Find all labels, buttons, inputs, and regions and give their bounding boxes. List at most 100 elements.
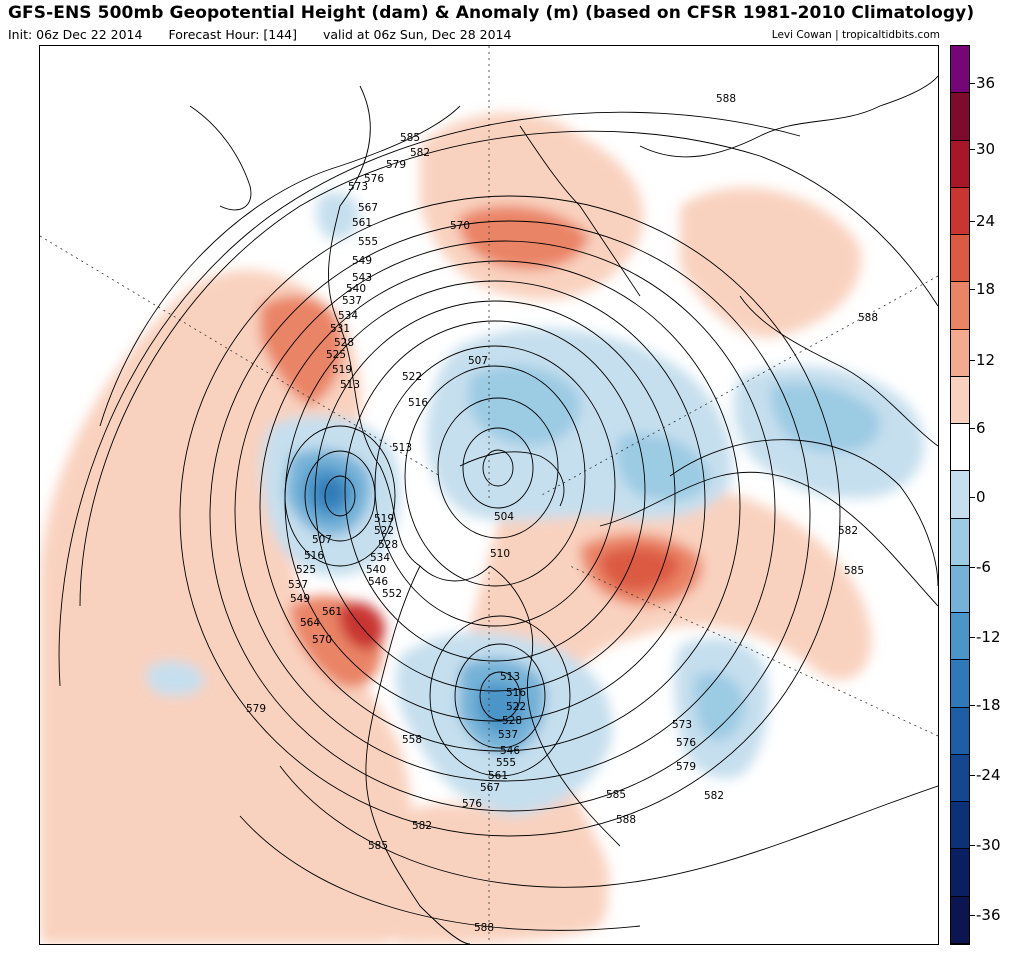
colorbar-segment [951,754,969,803]
contour-label: 582 [412,820,432,832]
colorbar-segment [951,93,969,141]
colorbar-tick [970,497,975,498]
contour-label: 561 [322,606,342,618]
contour-label: 522 [506,701,526,713]
positive-anomaly-region [465,485,872,908]
colorbar-label: -36 [976,906,1001,924]
colorbar-label: 0 [976,488,986,506]
negative-anomaly-core [694,672,745,741]
contour-label: 576 [364,173,384,185]
positive-anomaly-region [420,112,644,300]
negative-anomaly-core [616,433,710,501]
contour-label: 528 [502,715,522,727]
colorbar-tick [970,360,975,361]
colorbar-label: 12 [976,351,996,369]
colorbar-segment [951,518,969,566]
colorbar [950,45,970,945]
colorbar-label: 6 [976,419,986,437]
colorbar-label: 18 [976,280,996,298]
colorbar-tick [970,637,975,638]
contour-label: 534 [338,310,358,322]
contour-label: 588 [616,814,636,826]
contour-label: 573 [348,181,368,193]
colorbar-segment [951,660,969,708]
valid-time: valid at 06z Sun, Dec 28 2014 [323,27,512,42]
positive-anomaly-core [260,295,343,406]
colorbar-segment [951,329,969,377]
contour-label: 540 [366,564,386,576]
colorbar-tick [970,428,975,429]
chart-subtitle: Init: 06z Dec 22 2014 Forecast Hour: [14… [8,27,533,42]
contour-label: 513 [340,379,360,391]
contour-label: 552 [382,588,402,600]
contour-label: 522 [374,525,394,537]
forecast-hour: Forecast Hour: [144] [168,27,298,42]
contour-label: 543 [352,272,372,284]
colorbar-tick [970,915,975,916]
negative-anomaly-region [146,661,205,697]
contour-label: 519 [374,513,394,525]
colorbar-label: -30 [976,836,1001,854]
contour-label: 534 [370,552,390,564]
contour-label: 561 [352,217,372,229]
contour-label: 585 [368,840,388,852]
positive-anomaly-core [338,602,385,650]
contour-label: 585 [844,565,864,577]
colorbar-tick [970,705,975,706]
colorbar-tick [970,221,975,222]
contour-label: 582 [838,525,858,537]
contour-label: 516 [304,550,324,562]
contour-label: 585 [606,789,626,801]
contour-label: 588 [716,93,736,105]
contour-label: 588 [474,922,494,934]
contour-label: 579 [676,761,696,773]
contour-label: 573 [672,719,692,731]
contour-label: 558 [402,734,422,746]
contour-label: 528 [378,539,398,551]
contour-label: 537 [288,579,308,591]
colorbar-label: 24 [976,212,996,230]
coastlines [189,75,938,944]
colorbar-segment [951,424,969,472]
contour-label: 570 [312,634,332,646]
contour-label: 522 [402,371,422,383]
colorbar-tick [970,149,975,150]
contour-label: 549 [352,255,372,267]
contour-label: 582 [704,790,724,802]
contour-label: 576 [676,737,696,749]
contour-labels: 5885855825795765735675615555705495435405… [246,93,878,934]
colorbar-tick [970,83,975,84]
positive-anomaly-core [600,546,680,591]
colorbar-segment [951,282,969,330]
colorbar-segment [951,376,969,425]
colorbar-tick [970,567,975,568]
colorbar-segment [951,565,969,614]
contour-label: 546 [500,745,520,757]
colorbar-label: -12 [976,628,1001,646]
contour-label: 537 [342,295,362,307]
contour-label: 531 [330,323,350,335]
colorbar-label: -6 [976,558,991,576]
contour-label: 507 [468,355,488,367]
colorbar-label: -24 [976,766,1001,784]
contour-label: 525 [326,349,346,361]
negative-anomaly-region [316,192,360,240]
contour-label: 582 [410,147,430,159]
contour-label: 549 [290,593,310,605]
contour-label: 513 [392,442,412,454]
colorbar-segment [951,613,969,661]
contour-label: 537 [498,729,518,741]
anomaly-shading [40,112,925,944]
contour-label: 579 [246,703,266,715]
chart-title: GFS-ENS 500mb Geopotential Height (dam) … [8,3,975,23]
contour-label: 579 [386,159,406,171]
contour-label: 525 [296,564,316,576]
contour-label: 555 [496,757,516,769]
colorbar-segment [951,235,969,283]
contour-label: 561 [488,770,508,782]
colorbar-segment [951,849,969,897]
init-time: Init: 06z Dec 22 2014 [8,27,143,42]
colorbar-label: -18 [976,696,1001,714]
contour-label: 528 [334,337,354,349]
negative-anomaly-core [468,365,581,446]
